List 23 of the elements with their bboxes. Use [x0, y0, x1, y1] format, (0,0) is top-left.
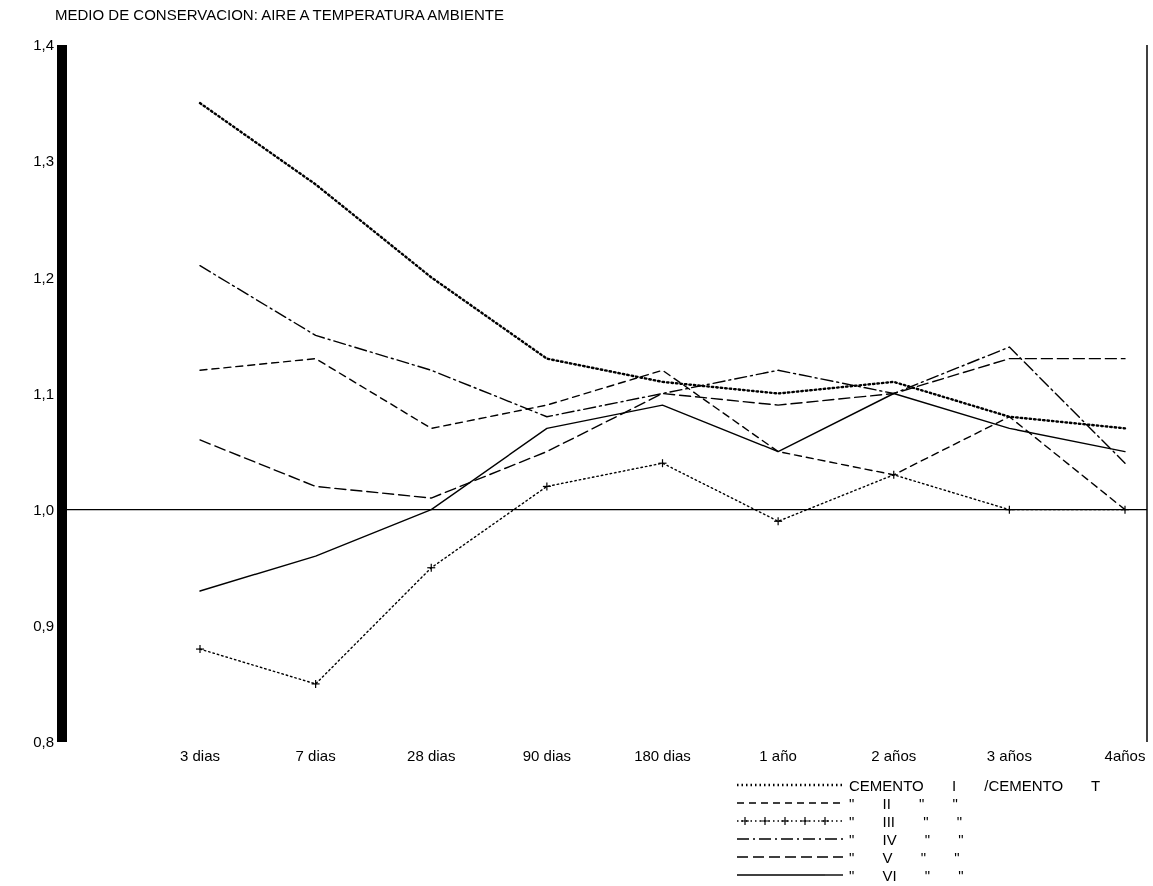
y-tick-label: 1,4	[33, 36, 54, 54]
x-tick-label: 3 dias	[179, 746, 221, 764]
legend-label: " VI " "	[849, 866, 964, 884]
x-tick-label: 4años	[1104, 746, 1146, 764]
x-tick-label: 7 dias	[295, 746, 336, 764]
y-tick-label: 1,1	[33, 384, 54, 402]
x-tick-label: 1 año	[759, 746, 797, 764]
legend-label: " IV " "	[849, 830, 964, 848]
legend-label: " II " "	[849, 794, 958, 812]
x-tick-label: 28 dias	[407, 746, 456, 764]
legend-label: " III " "	[849, 812, 962, 830]
y-tick-label: 1,2	[33, 268, 54, 286]
y-tick-label: 1,0	[33, 500, 54, 518]
x-tick-label: 90 dias	[522, 746, 572, 764]
x-tick-label: 180 dias	[634, 746, 691, 764]
legend-label: CEMENTO I /CEMENTO T	[849, 776, 1101, 794]
chart-title: MEDIO DE CONSERVACION: AIRE A TEMPERATURA AMBIENTE	[55, 6, 504, 23]
y-tick-label: 1,3	[33, 152, 54, 170]
y-tick-label: 0,9	[33, 617, 54, 635]
x-tick-label: 2 años	[871, 746, 917, 764]
y-tick-label: 0,8	[33, 733, 54, 751]
legend-label: " V " "	[849, 848, 960, 866]
x-tick-label: 3 años	[986, 746, 1032, 764]
